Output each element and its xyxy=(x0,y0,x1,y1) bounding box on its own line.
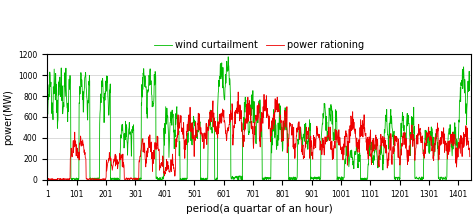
power rationing xyxy=(417,127,423,130)
wind curtailment xyxy=(380,169,386,171)
power rationing xyxy=(325,135,330,137)
wind curtailment xyxy=(225,56,231,58)
power rationing xyxy=(45,178,50,181)
Line: wind curtailment: wind curtailment xyxy=(47,57,470,180)
power rationing xyxy=(139,143,145,146)
Y-axis label: power(MW): power(MW) xyxy=(3,89,13,145)
power rationing xyxy=(186,129,192,132)
wind curtailment xyxy=(198,179,204,181)
wind curtailment xyxy=(138,102,144,104)
wind curtailment xyxy=(186,121,191,123)
power rationing xyxy=(467,155,473,158)
Legend: wind curtailment, power rationing: wind curtailment, power rationing xyxy=(150,36,368,54)
power rationing xyxy=(236,91,241,93)
power rationing xyxy=(380,135,386,138)
wind curtailment xyxy=(467,79,473,82)
wind curtailment xyxy=(45,102,50,104)
power rationing xyxy=(66,179,72,181)
wind curtailment xyxy=(417,178,423,181)
power rationing xyxy=(128,177,134,180)
wind curtailment xyxy=(325,130,330,133)
Line: power rationing: power rationing xyxy=(47,92,470,180)
X-axis label: period(a quartar of an hour): period(a quartar of an hour) xyxy=(186,204,333,214)
wind curtailment xyxy=(128,139,134,142)
